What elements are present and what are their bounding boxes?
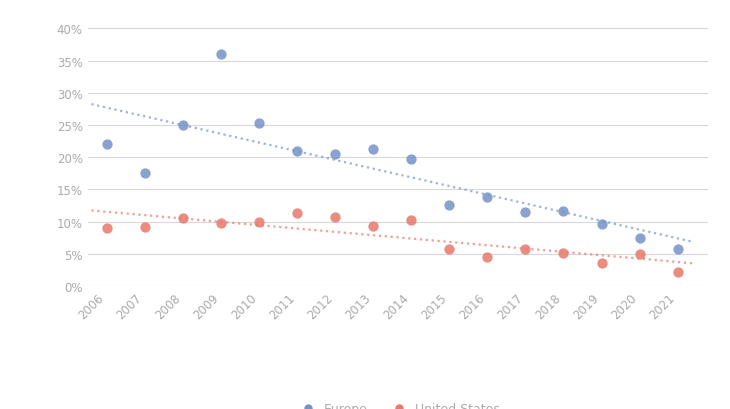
- Point: [139, 171, 150, 177]
- Point: [291, 148, 303, 155]
- Point: [634, 235, 645, 241]
- Point: [443, 246, 455, 252]
- Point: [177, 215, 188, 221]
- Point: [405, 156, 417, 163]
- Point: [139, 224, 150, 230]
- Point: [291, 210, 303, 217]
- Point: [520, 209, 531, 216]
- Point: [520, 246, 531, 253]
- Point: [101, 142, 112, 148]
- Point: [596, 221, 607, 227]
- Point: [329, 151, 341, 158]
- Point: [329, 214, 341, 221]
- Point: [215, 52, 227, 58]
- Point: [215, 220, 227, 227]
- Point: [634, 251, 645, 257]
- Point: [558, 208, 569, 214]
- Point: [367, 223, 379, 230]
- Point: [443, 203, 455, 209]
- Point: [367, 146, 379, 153]
- Point: [558, 250, 569, 257]
- Point: [482, 194, 493, 201]
- Point: [672, 246, 683, 253]
- Point: [596, 260, 607, 266]
- Point: [101, 225, 112, 232]
- Point: [177, 122, 188, 129]
- Point: [253, 219, 265, 226]
- Point: [482, 254, 493, 261]
- Point: [672, 269, 683, 275]
- Legend: Europe, United States: Europe, United States: [291, 398, 505, 409]
- Point: [405, 217, 417, 223]
- Point: [253, 120, 265, 127]
